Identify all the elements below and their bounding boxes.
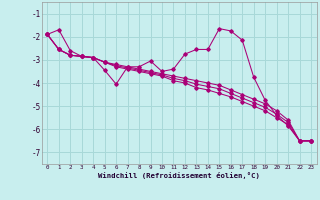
X-axis label: Windchill (Refroidissement éolien,°C): Windchill (Refroidissement éolien,°C) xyxy=(98,172,260,179)
